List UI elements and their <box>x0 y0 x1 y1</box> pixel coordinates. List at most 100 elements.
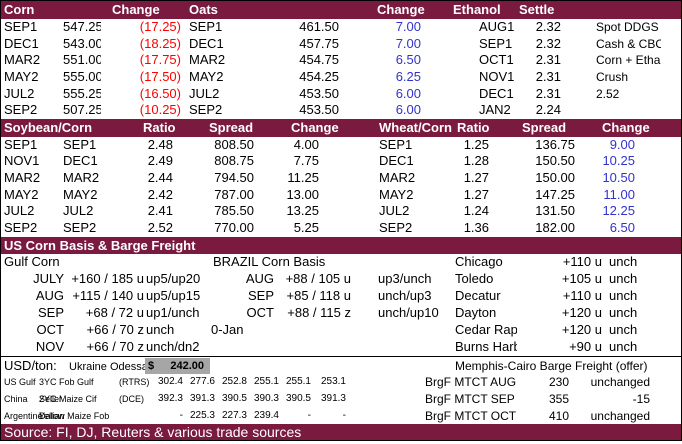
quote-value: 392.3 <box>157 392 183 404</box>
barge-contract: BrgF MTCT OCT <box>425 408 517 423</box>
price: 555.00 <box>63 69 101 85</box>
brazil-footer: 0-Jan <box>211 321 244 337</box>
settle-price: 2.31 <box>535 85 561 101</box>
quote-value: 225.3 <box>189 409 215 421</box>
price: 454.75 <box>299 52 339 68</box>
contract-month: SEP1 <box>479 35 513 51</box>
basis-range: +160 / 185 u <box>71 270 144 286</box>
barge-contract: BrgF MTCT SEP <box>425 391 515 406</box>
ukraine-odessa-label: Ukraine Odessa <box>69 361 145 373</box>
month: OCT <box>246 304 274 320</box>
change: 10.25 <box>602 153 635 169</box>
basis-change: unch/up3 <box>378 287 432 303</box>
settle-price: 2.31 <box>535 52 561 68</box>
city-basis-row: Burns Harbor +90 u unch <box>455 339 662 356</box>
price: 453.50 <box>299 102 339 118</box>
basis-range: +66 / 70 z <box>86 338 144 354</box>
cash-quote-row: US Gulf 3YC Fob Gulf Seller (RTRS) 302.4… <box>1 374 681 404</box>
quote-value: 302.4 <box>157 376 183 387</box>
corn-row: MAR2 551.00 (17.75) <box>1 52 181 69</box>
contract-month: MAR2 <box>379 169 416 185</box>
dollar-sign: $ <box>148 359 155 372</box>
city-name: Decatur <box>455 287 501 303</box>
change: 11.25 <box>287 169 319 185</box>
corn-header: Corn <box>4 2 35 17</box>
spread: 131.50 <box>535 203 575 219</box>
month: SEP <box>37 304 64 320</box>
basis-change: up5/up15 <box>146 287 201 303</box>
city-basis-row: Decatur +110 u unch <box>455 288 662 305</box>
side-label <box>561 102 661 119</box>
ethanol-row: AUG1 2.32 Spot DDGS IL <box>479 19 661 36</box>
change: 9.00 <box>609 136 635 152</box>
basis-change: unch <box>609 254 638 269</box>
side-label: Cash & CBOT <box>596 36 661 51</box>
ethanol-row: NOV1 2.31 Crush <box>479 69 661 86</box>
change-header: Change <box>291 120 339 135</box>
city-name: Cedar Rapids <box>455 321 517 337</box>
barge-price: 355 <box>548 391 569 406</box>
basis-change: unch/dn2 <box>146 338 200 354</box>
change: (17.75) <box>139 52 181 68</box>
memphis-cairo-title: Memphis-Cairo Barge Freight (offer) <box>455 359 648 373</box>
city-name: Toledo <box>455 270 494 286</box>
quote-value: 255.1 <box>285 376 311 387</box>
oats-row: MAR2 454.75 6.50 <box>189 52 421 69</box>
price: 547.25 <box>63 19 101 34</box>
spread: 808.50 <box>214 136 254 152</box>
odessa-price-cell: $ 242.00 <box>145 357 210 374</box>
basis-range: +68 / 72 u <box>85 304 144 320</box>
spread: 770.00 <box>214 219 254 235</box>
spread: 182.00 <box>535 219 575 235</box>
corn-month: MAR2 <box>63 169 100 185</box>
basis-header-band: US Corn Basis & Barge Freight <box>1 236 681 254</box>
contract-month: DEC1 <box>4 35 39 51</box>
contract-month: SEP1 <box>379 136 413 152</box>
spread-header-band: Soybean/Corn Ratio Spread Change Wheat/C… <box>1 119 681 137</box>
settle-price: 2.31 <box>535 69 561 85</box>
price: 507.25 <box>63 102 101 118</box>
change: 12.25 <box>602 203 635 219</box>
oats-row: MAY2 454.25 6.25 <box>189 69 421 86</box>
contract-month: MAR2 <box>189 52 226 68</box>
basis-range: +88 / 115 z <box>287 304 351 320</box>
month: SEP <box>247 287 274 303</box>
corn-row: MAY2 555.00 (17.50) <box>1 69 181 86</box>
change: (17.50) <box>139 69 181 85</box>
basis-value: +105 u <box>561 270 602 286</box>
gulf-basis-row: AUG +115 / 140 u up5/up15 <box>1 288 229 305</box>
oats-header: Oats <box>189 2 218 17</box>
oats-row: JUL2 453.50 6.00 <box>189 86 421 103</box>
barge-price: 410 <box>548 408 569 423</box>
contract-month: MAR2 <box>4 52 41 68</box>
contract-month: AUG1 <box>479 19 515 34</box>
corn-month: JUL2 <box>63 203 94 219</box>
city-name: Dayton <box>455 304 497 320</box>
change: 11.00 <box>603 186 635 202</box>
corn-row: JUL2 555.25 (16.50) <box>1 86 181 103</box>
change: 6.25 <box>395 69 421 85</box>
quote-value: 390.3 <box>253 392 279 404</box>
side-label: Spot DDGS IL <box>596 20 661 34</box>
corn-month: MAY2 <box>63 186 98 202</box>
cash-quote-row: Argentine Yellow Maize Fob UpRiver - 225… <box>1 408 681 438</box>
wheat-corn-row: JUL2 1.24 131.50 12.25 <box>379 203 635 220</box>
spread: 808.75 <box>214 153 254 169</box>
change: (17.25) <box>139 19 181 34</box>
settle-price: 2.32 <box>535 19 561 34</box>
barge-price: 230 <box>548 375 569 389</box>
corn-month: SEP2 <box>63 219 97 235</box>
basis-change: unch <box>609 287 638 303</box>
ratio: 2.41 <box>147 203 173 219</box>
quote-value: - <box>179 409 183 421</box>
soybean-corn-row: MAR2 MAR2 2.44 794.50 11.25 <box>1 170 319 187</box>
price: 453.50 <box>299 85 339 101</box>
soybean-corn-row: MAY2 MAY2 2.42 787.00 13.00 <box>1 187 319 204</box>
quote-value: 239.4 <box>253 409 279 421</box>
soy-month: JUL2 <box>4 203 35 219</box>
corn-row: SEP2 507.25 (10.25) <box>1 102 181 119</box>
ethanol-row: SEP1 2.32 Cash & CBOT <box>479 36 661 53</box>
ratio-header: Ratio <box>143 120 176 135</box>
basis-change: up5/up20 <box>146 270 201 286</box>
